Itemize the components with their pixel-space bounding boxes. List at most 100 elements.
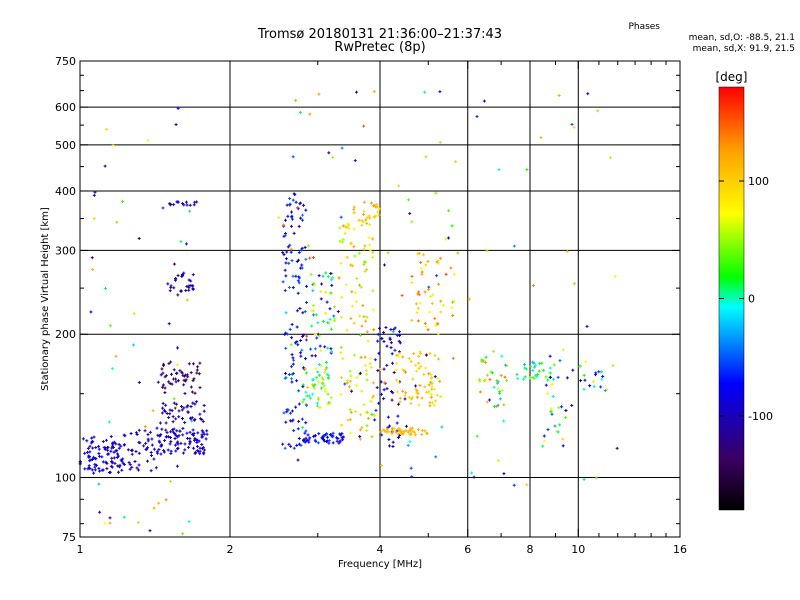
data-point: [185, 200, 189, 204]
data-point: [295, 379, 299, 383]
data-point: [415, 389, 419, 393]
data-point: [328, 401, 332, 405]
data-point: [452, 272, 456, 276]
data-point: [429, 377, 433, 381]
data-point: [484, 355, 488, 359]
data-point: [285, 250, 289, 254]
data-point: [286, 245, 290, 249]
data-point: [290, 336, 294, 340]
data-point: [596, 109, 600, 113]
data-point: [349, 410, 353, 414]
data-point: [148, 430, 152, 434]
data-point: [398, 400, 402, 404]
data-point: [168, 442, 172, 446]
data-point: [291, 274, 295, 278]
data-point: [299, 248, 303, 252]
data-point: [387, 437, 391, 441]
data-point: [289, 343, 293, 347]
data-point: [552, 363, 556, 367]
data-point: [162, 408, 166, 412]
data-point: [316, 441, 320, 445]
data-point: [353, 353, 357, 357]
data-point: [498, 397, 502, 401]
data-point: [395, 334, 399, 338]
data-point: [531, 284, 535, 288]
data-point: [317, 373, 321, 377]
data-point: [416, 306, 420, 310]
data-point: [314, 313, 318, 317]
data-point: [136, 468, 140, 472]
data-point: [167, 362, 171, 366]
data-point: [368, 356, 372, 360]
data-point: [327, 321, 331, 325]
data-point: [175, 371, 179, 375]
data-point: [348, 369, 352, 373]
data-point: [391, 391, 395, 395]
data-point: [360, 219, 364, 223]
data-point: [435, 393, 439, 397]
data-point: [288, 327, 292, 331]
data-point: [295, 443, 299, 447]
data-point: [368, 223, 372, 227]
data-point: [184, 378, 188, 382]
data-point: [548, 366, 552, 370]
data-point: [341, 357, 345, 361]
data-point: [592, 380, 596, 384]
data-point: [188, 203, 192, 207]
data-point: [191, 428, 195, 432]
data-point: [290, 409, 294, 413]
data-point: [188, 430, 192, 434]
data-point: [409, 402, 413, 406]
data-point: [297, 436, 301, 440]
data-point: [284, 261, 288, 265]
data-point: [160, 411, 164, 415]
data-point: [306, 385, 310, 389]
data-point: [433, 353, 437, 357]
data-point: [318, 344, 322, 348]
data-point: [137, 463, 141, 467]
data-point: [296, 291, 300, 295]
data-point: [319, 386, 323, 390]
data-point: [320, 376, 324, 380]
data-point: [339, 351, 343, 355]
data-point: [376, 339, 380, 343]
data-point: [202, 409, 206, 413]
data-point: [396, 354, 400, 358]
data-point: [525, 168, 529, 172]
data-point: [93, 468, 97, 472]
data-point: [302, 366, 306, 370]
data-point: [201, 445, 205, 449]
data-point: [413, 433, 417, 437]
data-point: [549, 407, 553, 411]
data-point: [323, 345, 327, 349]
data-point: [336, 310, 340, 314]
data-point: [419, 266, 423, 270]
data-point: [296, 206, 300, 210]
data-point: [300, 263, 304, 267]
data-point: [341, 224, 345, 228]
data-point: [109, 449, 113, 453]
data-point: [426, 259, 430, 263]
data-point: [407, 198, 411, 202]
data-point: [328, 307, 332, 311]
data-point: [525, 483, 529, 487]
data-point: [330, 278, 334, 282]
data-point: [357, 251, 361, 255]
data-point: [369, 399, 373, 403]
data-point: [326, 274, 330, 278]
data-point: [542, 368, 546, 372]
data-point: [427, 372, 431, 376]
data-point: [373, 358, 377, 362]
data-point: [353, 410, 357, 414]
data-point: [300, 417, 304, 421]
data-point: [164, 428, 168, 432]
data-point: [288, 243, 292, 247]
data-point: [317, 398, 321, 402]
data-point: [345, 255, 349, 259]
data-point: [578, 364, 582, 368]
data-point: [162, 362, 166, 366]
data-point: [152, 447, 156, 451]
data-point: [297, 402, 301, 406]
data-point: [176, 106, 180, 110]
data-point: [146, 459, 150, 463]
